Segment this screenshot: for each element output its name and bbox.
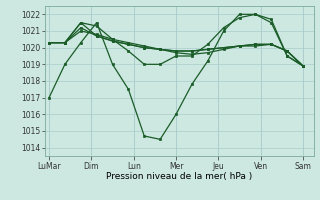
X-axis label: Pression niveau de la mer( hPa ): Pression niveau de la mer( hPa ) <box>106 172 252 181</box>
